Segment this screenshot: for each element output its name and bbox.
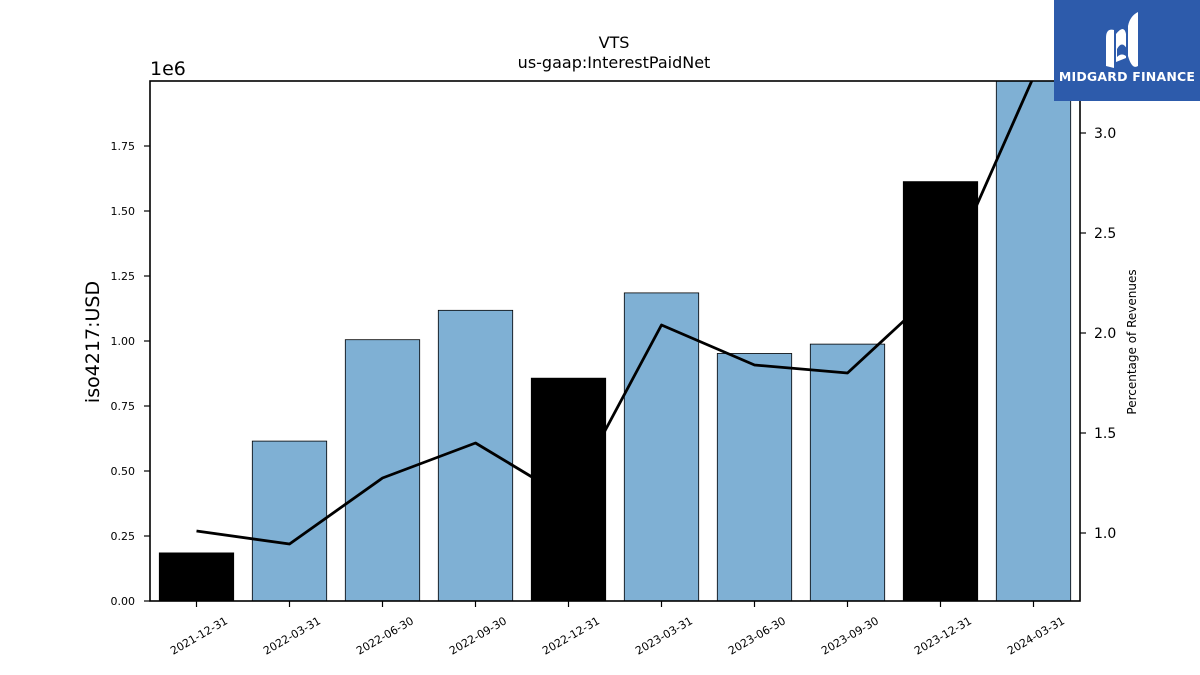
y-axis-right-label: Percentage of Revenues [1125,269,1139,414]
y-right-tick-label: 1.5 [1094,426,1116,442]
percentage-line [196,81,1034,546]
chart-subtitle: us-gaap:InterestPaidNet [518,53,711,72]
bar [158,552,235,602]
bar [344,339,421,602]
y-tick-label: 0.25 [111,530,136,543]
bar [809,343,886,602]
logo-mark-icon [1106,12,1138,68]
line-series [196,81,1034,546]
bar [437,309,514,602]
y-right-tick-label: 2.0 [1094,326,1116,342]
x-tick-label: 2022-12-31 [540,614,602,657]
x-tick-label: 2021-12-31 [168,614,230,657]
y-tick-label: 1.00 [111,335,136,348]
y-tick-label: 0.75 [111,400,136,413]
y-right-tick-label: 2.5 [1094,226,1116,242]
bar [902,181,979,602]
x-tick-label: 2022-03-31 [261,614,323,657]
bar [623,292,700,602]
x-tick-label: 2023-09-30 [819,614,881,657]
y-tick-label: 1.75 [111,140,136,153]
x-tick-label: 2022-06-30 [354,614,416,657]
logo-text: MIDGARD FINANCE [1058,69,1196,84]
bar [716,353,793,602]
x-tick-label: 2022-09-30 [447,614,509,657]
y-right-tick-label: 1.0 [1094,526,1116,542]
x-tick-label: 2023-06-30 [726,614,788,657]
x-tick-label: 2023-12-31 [912,614,974,657]
bar [251,440,328,602]
y-tick-label: 1.25 [111,270,136,283]
y-right-tick-label: 3.0 [1094,126,1116,142]
x-tick-label: 2024-03-31 [1005,614,1067,657]
y-axis-label: iso4217:USD [82,281,104,403]
bar [530,377,607,602]
bar [995,80,1072,602]
bar-series [158,80,1072,602]
y-tick-label: 0.50 [111,465,136,478]
y-tick-label: 1.50 [111,205,136,218]
chart-title: VTS [599,33,630,52]
x-tick-label: 2023-03-31 [633,614,695,657]
y-tick-label: 0.00 [111,595,136,608]
midgard-finance-logo: MIDGARD FINANCE [1054,0,1200,101]
y-offset-label: 1e6 [150,58,186,80]
